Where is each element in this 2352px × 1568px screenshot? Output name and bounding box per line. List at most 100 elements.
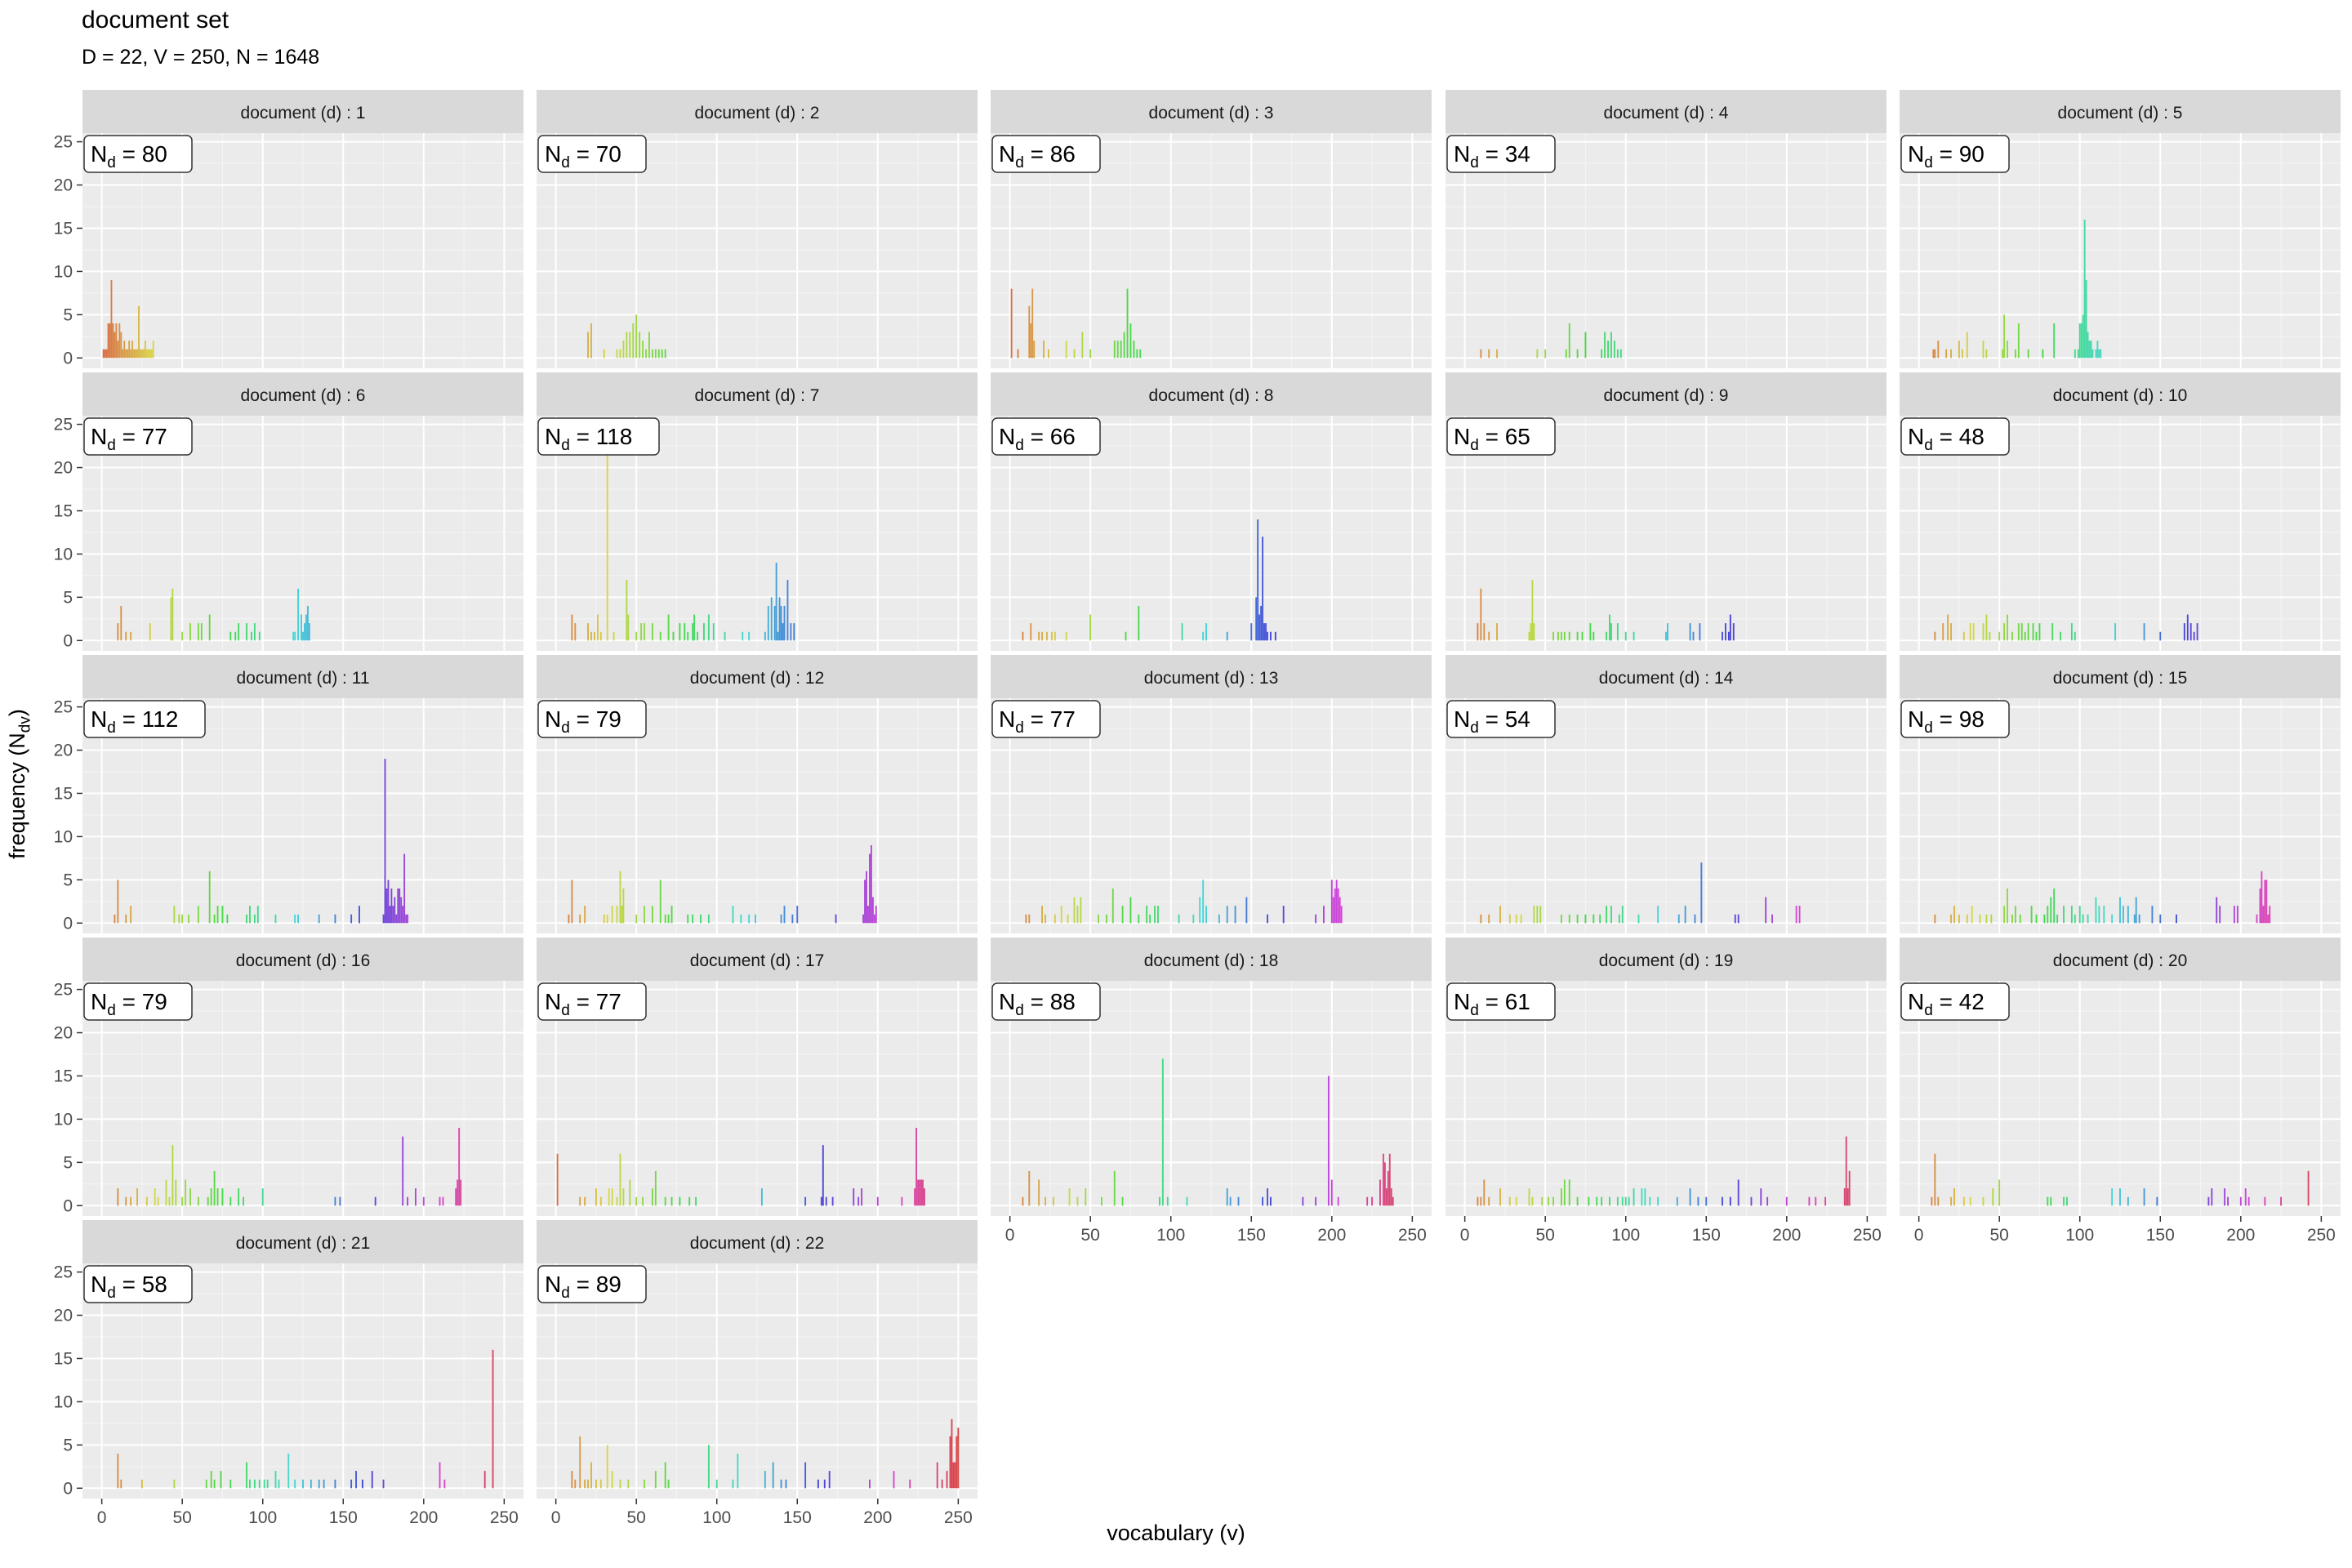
bar [619,1153,621,1206]
bar [599,1479,602,1489]
bar [118,323,121,359]
nd-badge-label: Nd = 34 [1454,141,1530,172]
bar [229,631,232,641]
bar [1614,341,1615,359]
bar [170,597,172,641]
bar [133,349,135,359]
bar [867,906,869,924]
bar [1028,914,1031,924]
bar [1982,623,1984,641]
bar [152,341,154,359]
bar [1624,1196,1627,1206]
y-tick-label: 0 [63,1479,73,1498]
bar [117,1188,119,1206]
bar [306,605,309,641]
bar [181,631,184,641]
y-tick-label: 5 [63,588,73,607]
facet-strip-label: document (d) : 22 [690,1234,825,1253]
bar [142,349,145,359]
bar [1089,349,1092,359]
bar [165,1179,167,1206]
bar [2083,219,2086,359]
bar [334,1479,336,1489]
bar [1950,1196,1952,1206]
bar [679,1196,681,1206]
bar [1337,1196,1339,1206]
bar [1667,623,1668,641]
bar [1989,631,1991,641]
bar [1054,914,1056,924]
bar [667,1479,670,1489]
bar [1499,906,1501,924]
bar [2011,631,2013,641]
bar [793,623,795,641]
nd-badge-label: Nd = 65 [1454,424,1530,454]
nd-badge-label: Nd = 90 [1908,141,1984,172]
bar [205,1479,207,1489]
bar [350,914,353,924]
bar [213,1170,216,1206]
bar [297,914,300,924]
x-tick-label: 150 [329,1508,358,1527]
bar [622,888,625,924]
bar [278,1479,280,1489]
bar [780,605,782,641]
bar [2090,341,2092,359]
bar [403,853,406,924]
bar [2078,323,2081,359]
facet-strip-label: document (d) : 15 [2053,669,2188,688]
bar [587,332,589,359]
bar [120,605,122,641]
bar [2216,897,2218,924]
bar [1139,349,1142,359]
bar [1606,631,1608,641]
facet-strip [1446,938,1886,981]
bar [1962,631,1965,641]
bar [1982,1196,1984,1206]
x-tick-label: 250 [1853,1226,1882,1245]
nd-badge [83,700,206,738]
bar [1133,341,1135,359]
bar [297,588,300,641]
nd-badge-label: Nd = 118 [545,424,632,454]
bar [1050,631,1053,641]
bar [405,914,408,924]
bar [2051,623,2054,641]
bar [1990,914,1993,924]
bar [117,1453,119,1489]
nd-badge-label: Nd = 86 [999,141,1076,172]
bar [318,914,320,924]
bar [1282,906,1285,924]
bar [208,614,211,641]
bar [2056,914,2059,924]
bar [261,1188,264,1206]
bar [1323,906,1325,924]
bar [1958,341,1960,359]
bar [742,631,744,641]
bar [460,1179,462,1206]
bar [1382,1153,1384,1206]
bar [1113,1170,1116,1206]
bar [128,341,131,359]
bar [1950,914,1952,924]
bar [1166,1196,1169,1206]
x-tick-label: 50 [627,1508,646,1527]
bar [632,323,635,359]
bar [2095,349,2097,359]
bar [1260,605,1263,641]
facet-strip [1900,938,2341,981]
facet-strip [82,90,523,133]
bar [173,906,176,924]
bar [579,914,581,924]
bar [804,1462,807,1489]
bar [1616,1196,1619,1206]
facet-panel-15: document (d) : 15 Nd = 98 [1900,655,2341,933]
x-tick-label: 50 [1081,1226,1100,1245]
bar [1327,1076,1330,1206]
bar [606,450,608,641]
bar [949,1436,951,1489]
x-tick-label: 150 [1237,1226,1266,1245]
bar [2262,906,2265,924]
bar [679,623,681,641]
bar [145,349,148,359]
